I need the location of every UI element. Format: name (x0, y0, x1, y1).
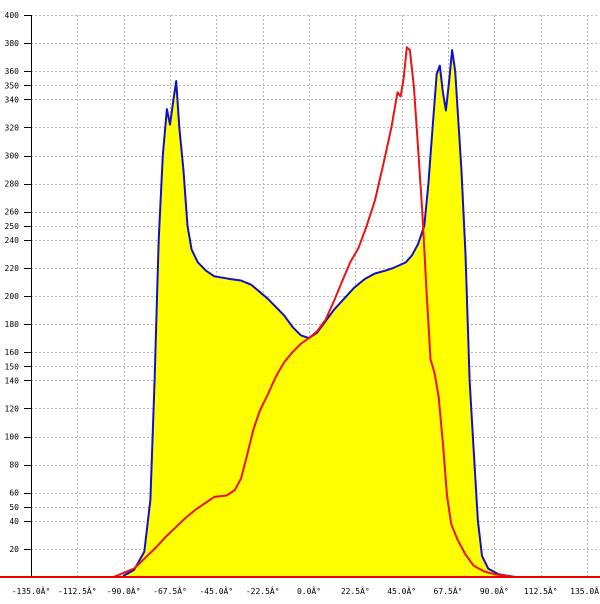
x-tick-label: -90.0Â° (107, 585, 141, 596)
y-tick-label: 140 (5, 376, 20, 385)
y-tick-labels: 20 40 50 60 80 100 120 140 150 160 180 200 220 240 250… (5, 11, 31, 554)
y-tick-label: 40 (9, 517, 19, 526)
area-fills (123, 50, 515, 578)
x-tick-labels: -135.0Â° -112.5Â° -90.0Â° -67.5Â° -45.0Â° -22… (12, 585, 600, 596)
series-2-line (112, 46, 516, 578)
x-tick-label: -45.0Â° (199, 585, 233, 596)
x-tick-label: 90.0Â° (480, 585, 509, 596)
x-tick-label: 22.5Â° (341, 585, 370, 596)
y-tick-label: 400 (5, 11, 20, 20)
y-tick-label: 60 (9, 489, 19, 498)
y-tick-label: 50 (9, 503, 19, 512)
x-tick-label: 45.0Â° (387, 585, 416, 596)
series-1-area (123, 50, 515, 578)
x-tick-label: -112.5Â° (58, 585, 97, 596)
axes (0, 15, 600, 578)
y-tick-label: 240 (5, 236, 20, 245)
y-tick-label: 80 (9, 461, 19, 470)
x-tick-label: -135.0Â° (12, 585, 51, 596)
x-tick-label: 0.0Â° (297, 585, 321, 596)
series-1-line (122, 49, 516, 578)
y-tick-label: 350 (5, 81, 20, 90)
y-tick-label: 120 (5, 404, 20, 413)
x-tick-label: -22.5Â° (246, 585, 280, 596)
y-tick-label: 340 (5, 95, 20, 104)
y-tick-label: 220 (5, 264, 20, 273)
y-tick-label: 150 (5, 362, 20, 371)
y-tick-label: 180 (5, 320, 20, 329)
y-tick-label: 280 (5, 180, 20, 189)
y-tick-label: 320 (5, 123, 20, 132)
y-tick-label: 360 (5, 67, 20, 76)
y-tick-label: 380 (5, 39, 20, 48)
y-tick-label: 100 (5, 433, 20, 442)
x-tick-label: 67.5Â° (434, 585, 463, 596)
y-tick-label: 260 (5, 208, 20, 217)
y-tick-label: 250 (5, 222, 20, 231)
y-tick-label: 160 (5, 348, 20, 357)
x-tick-label: 112.5Â° (524, 585, 558, 596)
x-tick-label: 135.0Â° (570, 585, 600, 596)
y-tick-label: 300 (5, 152, 20, 161)
series-lines (112, 46, 516, 578)
x-tick-label: -67.5Â° (153, 585, 187, 596)
y-tick-label: 20 (9, 545, 19, 554)
y-tick-label: 200 (5, 292, 20, 301)
